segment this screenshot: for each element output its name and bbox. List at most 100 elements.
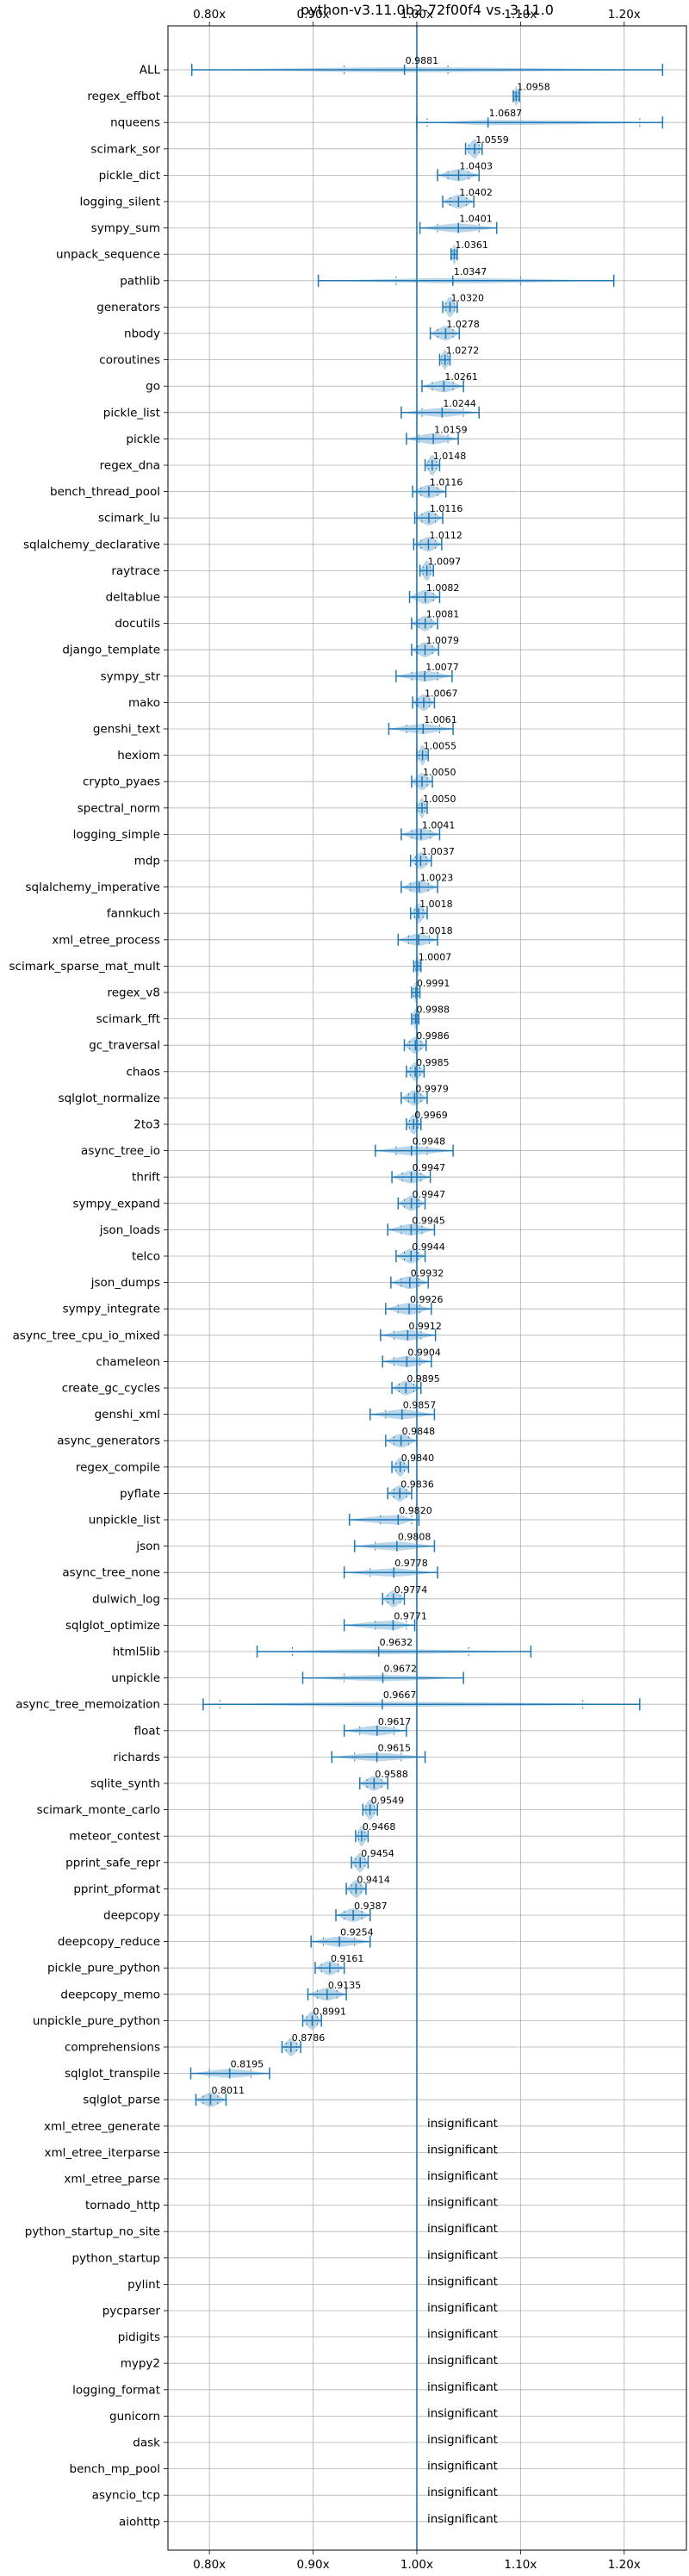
benchmark-name: generators	[96, 301, 160, 314]
bottom-tick-label: 1.10x	[504, 2558, 537, 2572]
violin	[348, 1514, 420, 1526]
violin	[403, 1036, 427, 1055]
violin	[391, 1380, 422, 1396]
violin	[412, 484, 447, 499]
benchmark-name: regex_v8	[107, 986, 160, 1000]
violin	[406, 432, 459, 445]
benchmark-name: sqlglot_optimize	[65, 1619, 160, 1633]
violin	[375, 1144, 454, 1157]
violin	[391, 1170, 431, 1184]
violin	[400, 880, 438, 894]
violin	[343, 1566, 438, 1579]
benchmark-name: hexiom	[117, 749, 160, 762]
violin	[343, 1619, 416, 1632]
mean-label: 1.0361	[455, 240, 488, 251]
violin	[395, 1248, 426, 1264]
violin	[464, 139, 483, 159]
benchmark-name: scimark_monte_carlo	[37, 1803, 160, 1817]
violin	[397, 933, 438, 947]
violin	[369, 1408, 436, 1421]
bottom-tick-label: 0.90x	[297, 2558, 330, 2572]
benchmark-name: pprint_safe_repr	[65, 1856, 160, 1870]
mean-label: 1.0061	[424, 714, 457, 725]
mean-label: 0.9947	[413, 1189, 446, 1200]
violin	[189, 2067, 270, 2080]
benchmark-name: sqlglot_parse	[83, 2094, 160, 2107]
benchmark-name: sympy_integrate	[63, 1303, 160, 1316]
benchmark-name: pickle_list	[103, 406, 160, 420]
benchmark-name: xml_etree_generate	[44, 2119, 160, 2133]
benchmark-name: scimark_lu	[98, 512, 160, 526]
violin	[382, 1355, 432, 1368]
benchmark-marks	[189, 26, 664, 2550]
mean-label: 0.9948	[413, 1136, 446, 1148]
mean-label: 0.9771	[394, 1610, 427, 1621]
benchmark-name: bench_thread_pool	[50, 485, 160, 499]
mean-label: 1.0023	[420, 873, 454, 884]
benchmark-name: sympy_str	[101, 669, 161, 683]
mean-label: 1.0037	[421, 846, 455, 857]
mean-label: 1.0097	[428, 556, 462, 567]
mean-label: 1.0041	[422, 819, 455, 831]
benchmark-name: unpickle	[111, 1671, 160, 1685]
benchmark-name: deepcopy	[103, 1909, 160, 1923]
mean-label: 0.9848	[402, 1426, 436, 1437]
mean-label: 1.0077	[425, 662, 459, 673]
violin	[314, 1960, 345, 1976]
mean-label: 1.0055	[424, 741, 457, 752]
violin	[380, 1328, 437, 1341]
violin	[202, 1698, 641, 1711]
mean-label: 1.0112	[429, 530, 462, 541]
mean-label: 1.0401	[459, 214, 493, 225]
benchmark-name: pycparser	[102, 2305, 161, 2318]
violin	[390, 1276, 429, 1290]
mean-label: 1.0116	[430, 503, 463, 514]
benchmark-name: tornado_http	[85, 2199, 160, 2212]
benchmark-name: pylint	[127, 2278, 160, 2292]
mean-label: 1.0958	[517, 82, 550, 93]
top-tick-label: 1.10x	[504, 8, 537, 22]
violin	[412, 694, 436, 712]
benchmark-name: regex_effbot	[87, 90, 160, 103]
benchmark-name: async_tree_io	[81, 1144, 160, 1158]
insignificant-label: insignificant	[427, 2249, 498, 2262]
benchmark-name: async_tree_memoization	[16, 1698, 160, 1712]
violin	[438, 349, 451, 370]
mean-label: 0.9615	[378, 1742, 412, 1753]
violin	[408, 589, 441, 605]
benchmark-name: telco	[132, 1250, 160, 1264]
mean-label: 0.8011	[211, 2085, 245, 2096]
mean-label: 1.0079	[425, 635, 458, 646]
mean-label: 0.9836	[400, 1478, 434, 1490]
violin	[409, 851, 432, 870]
mean-label: 0.9667	[383, 1689, 417, 1701]
benchmark-name: mdp	[134, 855, 160, 868]
mean-label: 0.9774	[394, 1584, 428, 1596]
benchmark-name: async_generators	[57, 1434, 160, 1448]
mean-label: 0.9617	[378, 1716, 412, 1727]
benchmark-name: nqueens	[110, 116, 160, 130]
insignificant-label: insignificant	[427, 2169, 498, 2183]
mean-label: 0.9778	[394, 1558, 428, 1569]
mean-label: 1.0007	[419, 951, 452, 962]
mean-label: 0.9808	[398, 1532, 431, 1543]
benchmark-name: logging_simple	[73, 828, 160, 842]
mean-label: 0.8786	[292, 2032, 326, 2044]
violin	[411, 642, 439, 658]
benchmark-name: unpickle_list	[89, 1514, 160, 1528]
insignificant-label: insignificant	[427, 2143, 498, 2156]
violin	[424, 455, 441, 476]
violin	[400, 828, 441, 841]
benchmark-name: django_template	[62, 644, 160, 657]
benchmark-name: xml_etree_parse	[64, 2173, 160, 2187]
mean-label: 1.0082	[426, 582, 459, 594]
benchmark-name: chameleon	[96, 1355, 160, 1369]
violin	[411, 1008, 420, 1030]
violin	[281, 2038, 301, 2056]
violin	[387, 1223, 436, 1236]
insignificant-label: insignificant	[427, 2354, 498, 2368]
mean-label: 0.9895	[407, 1373, 440, 1384]
mean-label: 0.9820	[399, 1505, 432, 1516]
top-tick-label: 0.80x	[193, 8, 226, 22]
